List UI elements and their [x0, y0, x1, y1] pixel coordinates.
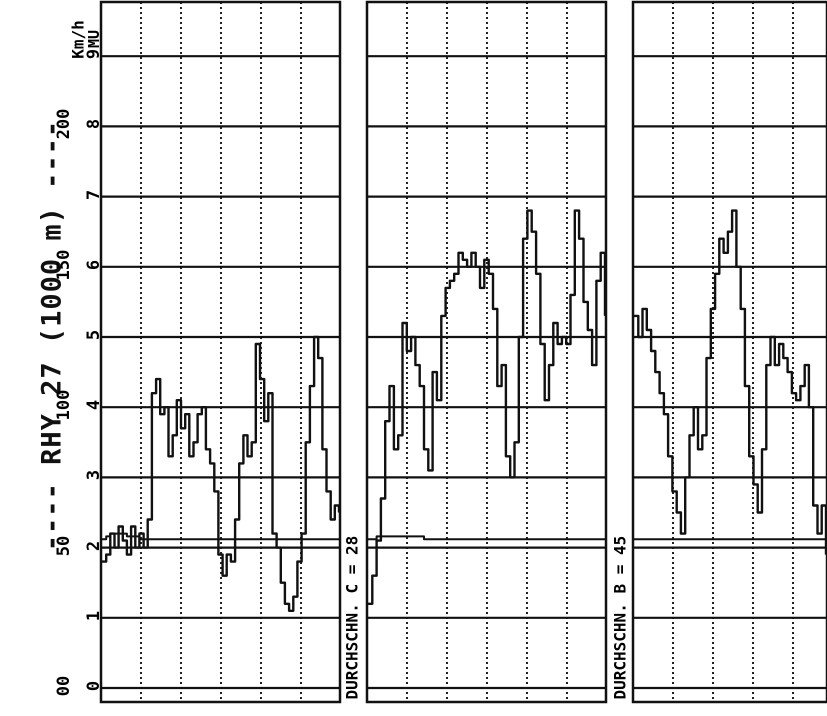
- mu-tick-label: 3: [84, 470, 104, 481]
- mu-tick-label: 9: [84, 49, 104, 60]
- grid-layer: [101, 2, 827, 702]
- series-line-panel-1-friction: [102, 335, 341, 612]
- panel-2-average-label: DURCHSCHN. C = 28: [342, 535, 362, 700]
- speed-tick-label: 00: [54, 675, 74, 697]
- series-line-panel-1-speed: [102, 532, 339, 541]
- series-line-panel-3-friction: [634, 209, 827, 555]
- panel-3-average-label: DURCHSCHN. B = 45: [610, 535, 630, 700]
- panel-frame: [99, 0, 342, 704]
- series-line-panel-2-friction: [368, 209, 607, 605]
- speed-tick-label: 50: [54, 535, 74, 556]
- mu-tick-label: 7: [84, 189, 104, 200]
- mu-tick-label: 2: [84, 540, 104, 551]
- mu-tick-label: 6: [84, 259, 104, 270]
- mu-tick-label: 0: [84, 680, 104, 692]
- frame-layer: [99, 0, 827, 704]
- mu-tick-label: 5: [84, 329, 104, 341]
- mu-tick-label: 4: [84, 400, 104, 411]
- series-layer: [102, 209, 827, 612]
- speed-tick-label: 150: [54, 249, 74, 281]
- mu-tick-label: 8: [84, 119, 104, 130]
- speed-tick-label: 100: [54, 389, 74, 421]
- mu-tick-label: 1: [84, 610, 104, 621]
- chart-title: ---- RHY 27 (1000 m) ----: [36, 119, 68, 552]
- panel-frame: [631, 0, 827, 704]
- panel-frame: [365, 0, 608, 704]
- speed-tick-label: 200: [54, 109, 74, 140]
- series-line-panel-2-speed: [368, 535, 605, 541]
